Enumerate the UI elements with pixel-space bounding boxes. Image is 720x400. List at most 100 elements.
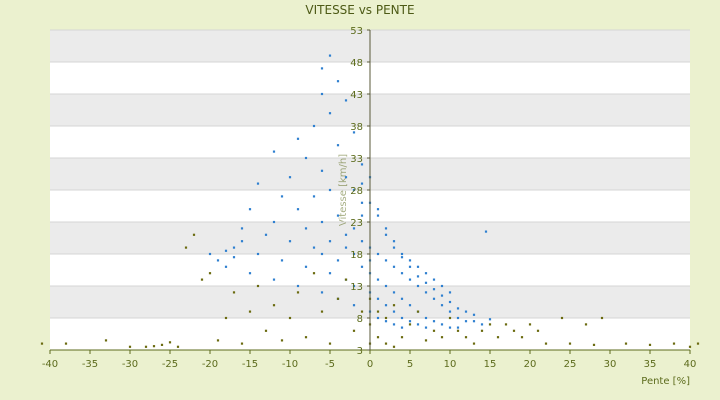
data-point [344, 278, 348, 281]
data-point [528, 323, 532, 326]
data-point [424, 291, 428, 294]
data-point [224, 249, 228, 252]
data-point [264, 233, 268, 236]
y-tick-label: 43 [350, 90, 363, 101]
data-point [440, 284, 444, 288]
data-point [488, 323, 492, 326]
data-point [520, 336, 524, 339]
data-point [384, 233, 388, 236]
data-point [424, 281, 428, 284]
x-tick-label: 35 [644, 359, 657, 370]
data-point [376, 310, 380, 313]
data-point [352, 329, 356, 332]
data-point [248, 208, 252, 211]
data-point [344, 176, 348, 179]
x-tick-label: -35 [82, 359, 98, 370]
data-point [432, 297, 436, 300]
data-point [400, 272, 404, 275]
data-point [408, 320, 412, 323]
data-point [360, 310, 364, 313]
data-point [40, 342, 44, 345]
data-point [472, 342, 476, 345]
data-point [344, 233, 348, 236]
data-point [344, 246, 348, 249]
data-point [432, 288, 436, 291]
data-point [328, 272, 332, 275]
data-point [280, 339, 284, 342]
data-point [264, 329, 268, 332]
data-point [272, 150, 276, 153]
data-point [432, 329, 436, 332]
data-point [464, 310, 468, 313]
data-point [176, 345, 180, 348]
data-point [504, 323, 508, 326]
data-point [304, 336, 308, 339]
x-tick-label: 15 [484, 359, 497, 370]
x-tick-label: 30 [604, 359, 617, 370]
y-tick-label: 53 [350, 26, 363, 37]
data-point [64, 342, 68, 345]
data-point [240, 227, 244, 230]
data-point [192, 233, 196, 236]
y-tick-label: 48 [350, 58, 363, 69]
data-point [280, 259, 284, 262]
y-tick-label: 13 [350, 282, 363, 293]
data-point [448, 310, 452, 313]
data-point [496, 336, 500, 339]
data-point [696, 342, 700, 345]
data-point [336, 144, 340, 147]
data-point [456, 326, 460, 329]
data-point [320, 67, 324, 70]
data-point [424, 316, 428, 320]
data-point [320, 291, 324, 294]
data-point [392, 240, 396, 243]
data-point [464, 320, 468, 323]
data-point [216, 259, 220, 262]
data-point [416, 323, 420, 326]
data-point [376, 297, 380, 300]
data-point [360, 214, 364, 217]
data-point [280, 195, 284, 198]
data-point [128, 345, 132, 348]
data-point [232, 291, 236, 294]
data-point [336, 80, 340, 83]
data-point [544, 342, 548, 345]
x-tick-label: 40 [684, 359, 697, 370]
data-point [352, 188, 356, 192]
data-point [232, 256, 236, 259]
y-tick-label: 38 [350, 122, 363, 133]
data-point [320, 252, 324, 256]
data-point [296, 284, 300, 288]
x-tick-label: -30 [122, 359, 138, 370]
data-point [376, 336, 380, 339]
data-point [320, 92, 324, 96]
y-tick-label: 18 [350, 250, 363, 261]
y-tick-label: 8 [357, 314, 363, 325]
data-point [648, 343, 652, 346]
data-point [400, 252, 404, 256]
data-point [328, 54, 332, 57]
data-point [536, 329, 540, 332]
data-point [392, 265, 396, 268]
data-point [376, 252, 380, 256]
data-point [392, 310, 396, 313]
data-point [208, 252, 212, 256]
x-tick-label: 0 [367, 359, 373, 370]
data-point [312, 195, 316, 198]
data-point [256, 284, 260, 288]
y-tick-label: 33 [350, 154, 363, 165]
data-point [384, 284, 388, 288]
data-point [272, 304, 276, 307]
data-point [272, 278, 276, 281]
data-point [448, 291, 452, 294]
data-point [288, 240, 292, 243]
data-point [344, 99, 348, 102]
data-point [488, 318, 492, 321]
data-point [352, 252, 356, 256]
data-point [216, 339, 220, 342]
data-point [424, 339, 428, 342]
data-point [232, 246, 236, 249]
data-point [224, 265, 228, 268]
